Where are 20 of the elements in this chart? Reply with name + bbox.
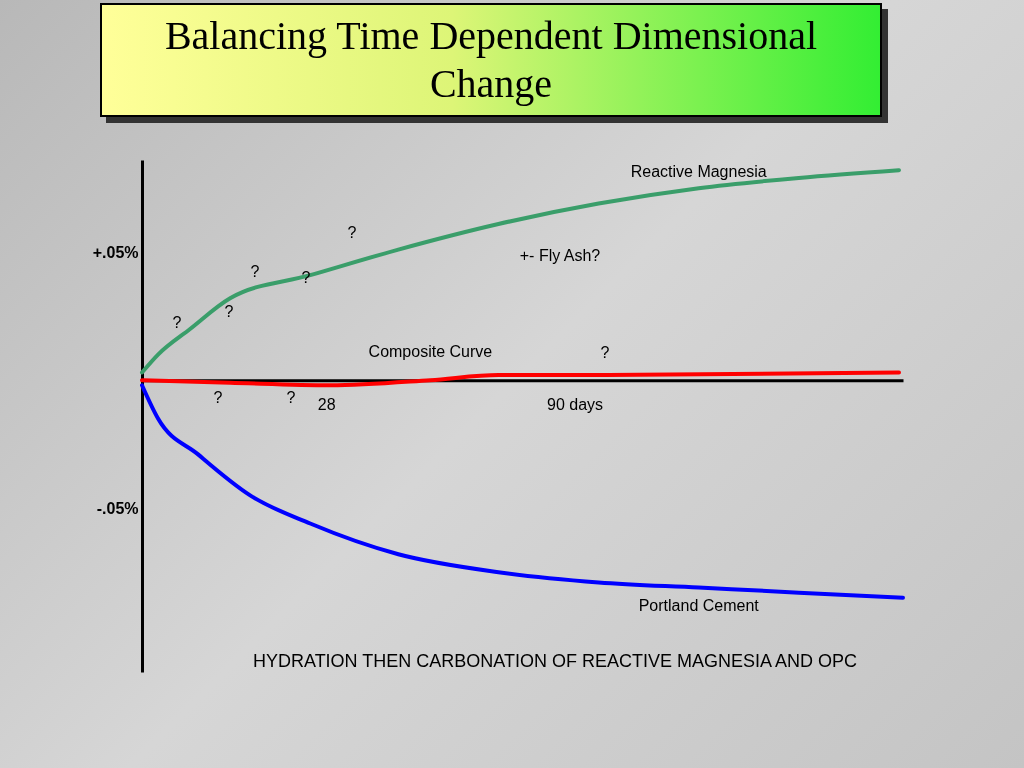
annotation: ? xyxy=(286,389,296,407)
series-label: Portland Cement xyxy=(638,596,760,614)
line-series xyxy=(140,383,905,600)
x-tick-label: 90 days xyxy=(547,395,604,413)
x-tick-label: 28 xyxy=(317,395,336,413)
annotation: HYDRATION THEN CARBONATION OF REACTIVE MAGNESIA AND OPC xyxy=(251,651,859,672)
annotation: ? xyxy=(213,389,223,407)
annotation: ? xyxy=(347,224,357,242)
series-label: Composite Curve xyxy=(368,343,493,361)
annotation: ? xyxy=(224,303,234,321)
y-tick-label: +.05% xyxy=(92,243,139,261)
annotation: ? xyxy=(301,269,311,287)
annotation: +- Fly Ash? xyxy=(519,247,601,265)
line-series xyxy=(140,370,901,388)
y-tick-label: -.05% xyxy=(96,499,139,517)
annotation: ? xyxy=(600,344,610,362)
series-label: Reactive Magnesia xyxy=(630,163,767,181)
annotation: ? xyxy=(172,314,182,332)
chart-title: Balancing Time Dependent Dimensional Change xyxy=(100,3,882,117)
annotation: ? xyxy=(250,263,260,281)
